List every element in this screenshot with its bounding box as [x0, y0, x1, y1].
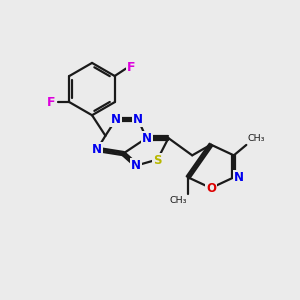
Text: F: F — [47, 96, 56, 109]
Text: F: F — [127, 61, 136, 74]
Text: N: N — [131, 159, 141, 172]
Text: S: S — [153, 154, 162, 166]
Text: N: N — [234, 171, 244, 184]
Text: CH₃: CH₃ — [169, 196, 187, 205]
Text: N: N — [142, 132, 152, 145]
Text: N: N — [133, 113, 143, 126]
Text: N: N — [92, 143, 101, 156]
Text: N: N — [111, 113, 121, 126]
Text: CH₃: CH₃ — [248, 134, 265, 143]
Text: O: O — [206, 182, 216, 195]
